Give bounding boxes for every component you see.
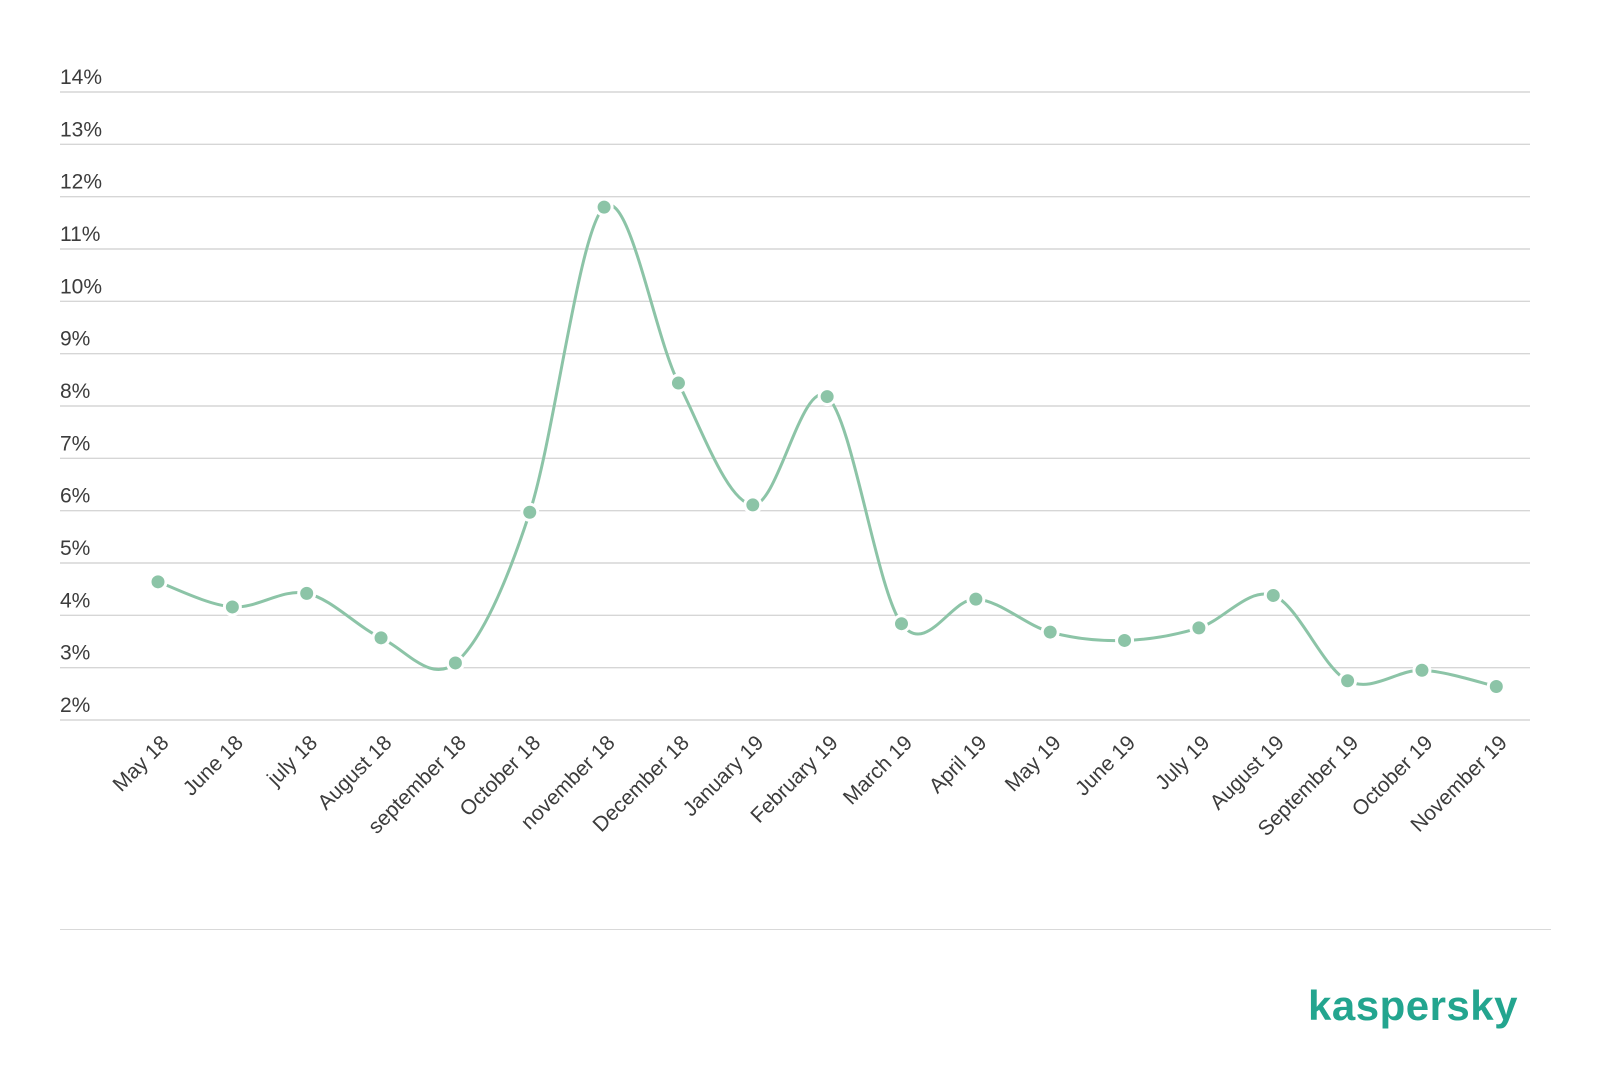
y-tick-label: 4% (60, 589, 90, 612)
y-tick-label: 6% (60, 485, 90, 508)
y-axis-ticks: 2% 3% 4% 5% 6% 7% 8% 9% 10% 11% 12% 13% 14% (60, 66, 102, 717)
y-tick-label: 2% (60, 694, 90, 717)
data-point (1486, 677, 1506, 697)
y-tick-label: 11% (60, 223, 100, 246)
data-point (1338, 671, 1358, 691)
data-point (1115, 630, 1135, 650)
y-tick-label: 10% (60, 275, 102, 298)
line-chart: 2%3%4%5%6%7%8%9%10%11%12%13%14% May 18 Ju… (60, 66, 1530, 841)
data-point (817, 387, 837, 407)
x-tick-label: March 19 (839, 731, 917, 809)
data-point (1040, 622, 1060, 642)
series (156, 203, 1498, 689)
x-tick-label: June 18 (179, 731, 248, 800)
data-point (668, 373, 688, 393)
data-point (1189, 618, 1209, 638)
grid-lines (60, 91, 1530, 721)
data-point (1412, 660, 1432, 680)
data-point (148, 572, 168, 592)
y-tick-label: 12% (60, 171, 102, 194)
data-point (297, 583, 317, 603)
x-tick-label: May 19 (1001, 731, 1066, 796)
y-tick-label: 3% (60, 642, 90, 665)
x-tick-label: June 19 (1071, 731, 1140, 800)
x-tick-label: July 19 (1151, 731, 1214, 794)
x-tick-label: May 18 (109, 731, 174, 796)
data-point (371, 628, 391, 648)
data-point (1263, 585, 1283, 605)
kaspersky-logo: kaspersky (1308, 982, 1519, 1029)
series-line (156, 203, 1498, 689)
y-tick-label: 8% (60, 380, 90, 403)
y-tick-label: 14% (60, 66, 102, 89)
footer-divider (60, 929, 1551, 930)
y-tick-label: 13% (60, 118, 102, 141)
x-tick-label: july 18 (262, 731, 322, 791)
data-point (966, 589, 986, 609)
data-point (222, 597, 242, 617)
y-tick-label: 9% (60, 328, 90, 351)
x-tick-label: April 19 (925, 731, 992, 798)
data-point (594, 197, 614, 217)
data-point (743, 495, 763, 515)
data-point (892, 614, 911, 634)
data-point (520, 502, 540, 522)
y-tick-label: 5% (60, 537, 90, 560)
data-points (148, 197, 1506, 697)
data-point (445, 653, 465, 673)
y-tick-label: 7% (60, 432, 90, 455)
